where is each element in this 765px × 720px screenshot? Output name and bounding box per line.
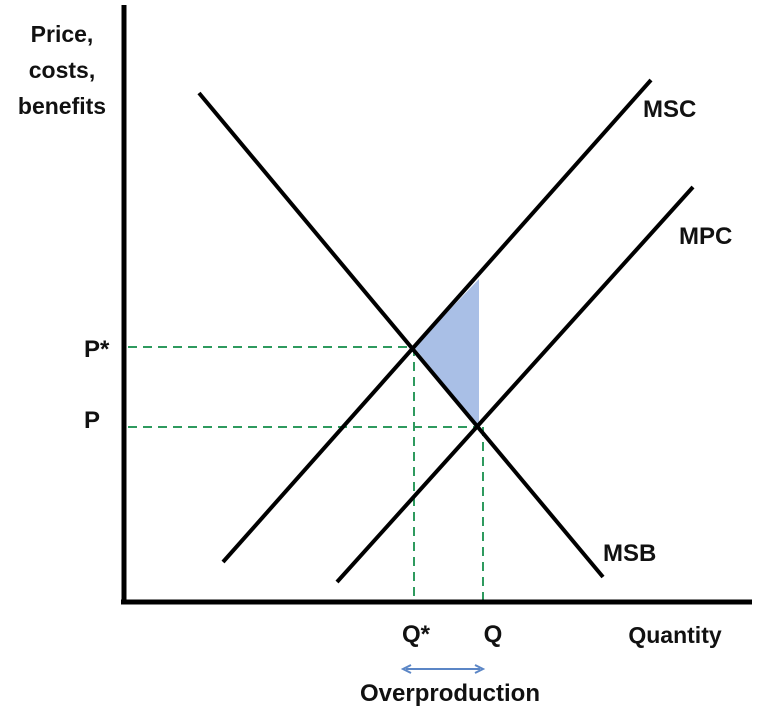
overproduction-label: Overproduction bbox=[360, 680, 540, 707]
msc-curve bbox=[221, 78, 653, 564]
y-axis-label-line-3: benefits bbox=[18, 93, 106, 119]
mpc-curve bbox=[335, 185, 695, 584]
arrow-head-left-icon bbox=[400, 664, 412, 674]
p-label: P bbox=[84, 407, 100, 434]
guide-lines bbox=[128, 346, 484, 601]
y-axis-label-line-1: Price, bbox=[31, 21, 94, 47]
msb-curve bbox=[197, 91, 605, 579]
msb-label: MSB bbox=[603, 540, 656, 567]
y-axis-label-line-2: costs, bbox=[29, 57, 95, 83]
arrow-head-right-icon bbox=[474, 664, 486, 674]
overproduction-arrow bbox=[400, 664, 486, 674]
deadweight-loss-triangle bbox=[414, 279, 479, 427]
mpc-label: MPC bbox=[679, 223, 732, 250]
q-star-label: Q* bbox=[402, 621, 431, 648]
q-label: Q bbox=[484, 621, 503, 648]
x-axis-label: Quantity bbox=[628, 622, 721, 648]
msc-label: MSC bbox=[643, 96, 696, 123]
p-star-label: P* bbox=[84, 336, 110, 363]
